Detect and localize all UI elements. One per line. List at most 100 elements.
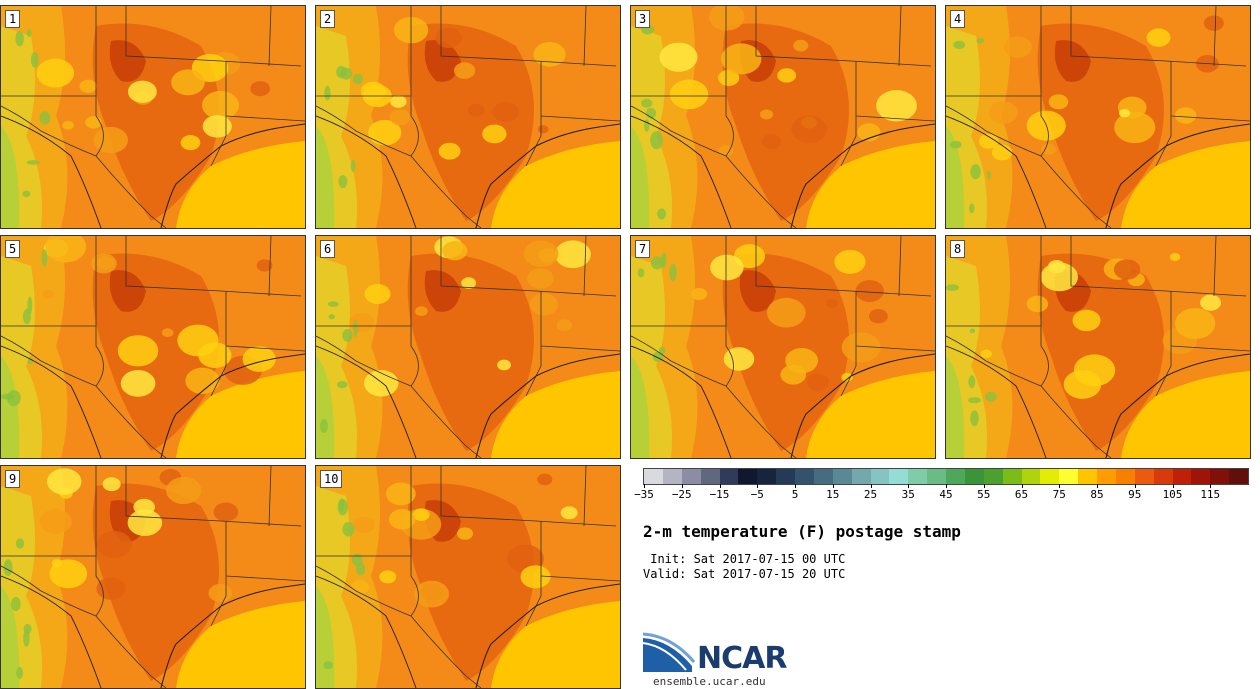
colorbar-tick-label: 65 bbox=[1014, 488, 1029, 501]
member-panel-8: 8 bbox=[945, 235, 1251, 459]
member-panel-6: 6 bbox=[315, 235, 621, 459]
colorbar-swatch bbox=[757, 469, 777, 484]
colorbar-tick bbox=[1021, 484, 1023, 488]
logo-url: ensemble.ucar.edu bbox=[653, 675, 766, 688]
colorbar-swatch bbox=[927, 469, 946, 484]
member-number: 5 bbox=[5, 240, 21, 258]
colorbar-swatch bbox=[738, 469, 758, 484]
member-number: 4 bbox=[950, 10, 966, 28]
colorbar-swatch bbox=[1021, 469, 1041, 484]
member-number: 9 bbox=[5, 470, 21, 488]
colorbar-tick-label: −35 bbox=[634, 488, 654, 501]
colorbar-swatch bbox=[870, 469, 890, 484]
member-number: 10 bbox=[320, 470, 343, 488]
colorbar-tick bbox=[757, 484, 759, 488]
colorbar-swatch bbox=[813, 469, 833, 484]
colorbar-swatch bbox=[1002, 469, 1022, 484]
member-panel-1: 1 bbox=[0, 5, 306, 229]
colorbar-tick-label: 15 bbox=[826, 488, 840, 501]
init-time: Init: Sat 2017-07-15 00 UTC bbox=[643, 552, 846, 566]
logo-name: NCAR bbox=[697, 641, 787, 676]
member-number: 1 bbox=[5, 10, 21, 28]
colorbar-swatch bbox=[776, 469, 795, 484]
temperature-map bbox=[1, 236, 305, 458]
valid-time: Valid: Sat 2017-07-15 20 UTC bbox=[643, 567, 846, 581]
temperature-map bbox=[631, 236, 935, 458]
colorbar-tick bbox=[983, 484, 985, 488]
colorbar-ticks: −35 −25 −15 −5 5 15 25 35 45 55 65 75 85 95 105 115 bbox=[634, 484, 1249, 504]
member-panel-9: 9 bbox=[0, 465, 306, 689]
colorbar-tick-label: 55 bbox=[977, 488, 991, 501]
colorbar-swatch bbox=[889, 469, 909, 484]
colorbar-swatch bbox=[795, 469, 814, 484]
colorbar-tick-label: 25 bbox=[863, 488, 878, 501]
colorbar-tick bbox=[1134, 484, 1136, 488]
colorbar-swatch bbox=[1059, 469, 1079, 484]
temperature-map bbox=[631, 6, 935, 228]
temperature-map bbox=[1, 6, 305, 228]
plot-title: 2-m temperature (F) postage stamp bbox=[643, 522, 961, 541]
colorbar-tick-label: 45 bbox=[939, 488, 953, 501]
colorbar-swatch bbox=[1229, 469, 1248, 484]
member-panel-3: 3 bbox=[630, 5, 936, 229]
member-panel-2: 2 bbox=[315, 5, 621, 229]
colorbar-swatch bbox=[1210, 469, 1230, 484]
colorbar-swatch bbox=[681, 469, 701, 484]
colorbar-swatch bbox=[1097, 469, 1116, 484]
colorbar-swatch bbox=[662, 469, 682, 484]
member-number: 6 bbox=[320, 240, 336, 258]
temperature-map bbox=[316, 6, 620, 228]
colorbar-tick-label: 35 bbox=[901, 488, 915, 501]
colorbar-tick bbox=[1097, 484, 1098, 488]
temperature-map bbox=[316, 466, 620, 688]
member-number: 7 bbox=[635, 240, 651, 258]
colorbar-tick-label: 75 bbox=[1052, 488, 1066, 501]
colorbar-swatch bbox=[644, 469, 663, 484]
colorbar-swatch bbox=[1078, 469, 1097, 484]
colorbar-swatch bbox=[1191, 469, 1211, 484]
member-panel-5: 5 bbox=[0, 235, 306, 459]
colorbar-tick-label: −5 bbox=[750, 488, 764, 501]
member-number: 2 bbox=[320, 10, 336, 28]
temperature-map bbox=[316, 236, 620, 458]
member-panel-10: 10 bbox=[315, 465, 621, 689]
colorbar-tick bbox=[1059, 484, 1061, 488]
colorbar-swatch bbox=[946, 469, 965, 484]
colorbar-swatch bbox=[700, 469, 720, 484]
colorbar-tick-label: −25 bbox=[671, 488, 692, 501]
colorbar-swatch bbox=[1172, 469, 1192, 484]
colorbar-tick-label: 5 bbox=[791, 488, 799, 501]
colorbar-swatch bbox=[719, 469, 739, 484]
colorbar bbox=[643, 468, 1249, 485]
colorbar-tick bbox=[795, 484, 796, 488]
colorbar-swatch bbox=[851, 469, 871, 484]
colorbar-tick bbox=[681, 484, 683, 488]
colorbar-tick bbox=[1210, 484, 1212, 488]
colorbar-swatch bbox=[964, 469, 984, 484]
colorbar-tick bbox=[1172, 484, 1174, 488]
colorbar-tick bbox=[832, 484, 834, 488]
ncar-logo-icon bbox=[642, 632, 696, 672]
colorbar-tick-label: 105 bbox=[1162, 488, 1183, 501]
member-panel-7: 7 bbox=[630, 235, 936, 459]
colorbar-tick-label: −15 bbox=[709, 488, 730, 501]
colorbar-swatch bbox=[1040, 469, 1060, 484]
member-number: 8 bbox=[950, 240, 966, 258]
colorbar-tick bbox=[946, 484, 947, 488]
colorbar-swatch bbox=[1115, 469, 1135, 484]
colorbar-swatch bbox=[1153, 469, 1173, 484]
colorbar-swatch bbox=[983, 469, 1003, 484]
temperature-map bbox=[1, 466, 305, 688]
temperature-map bbox=[946, 236, 1250, 458]
colorbar-tick bbox=[719, 484, 721, 488]
colorbar-tick-label: 95 bbox=[1128, 488, 1142, 501]
member-panel-4: 4 bbox=[945, 5, 1251, 229]
colorbar-tick bbox=[644, 484, 645, 488]
colorbar-swatch bbox=[908, 469, 928, 484]
colorbar-swatch bbox=[832, 469, 852, 484]
colorbar-tick-label: 85 bbox=[1090, 488, 1104, 501]
colorbar-swatch bbox=[1134, 469, 1154, 484]
colorbar-tick bbox=[908, 484, 910, 488]
colorbar-tick-label: 115 bbox=[1200, 488, 1221, 501]
temperature-map bbox=[946, 6, 1250, 228]
